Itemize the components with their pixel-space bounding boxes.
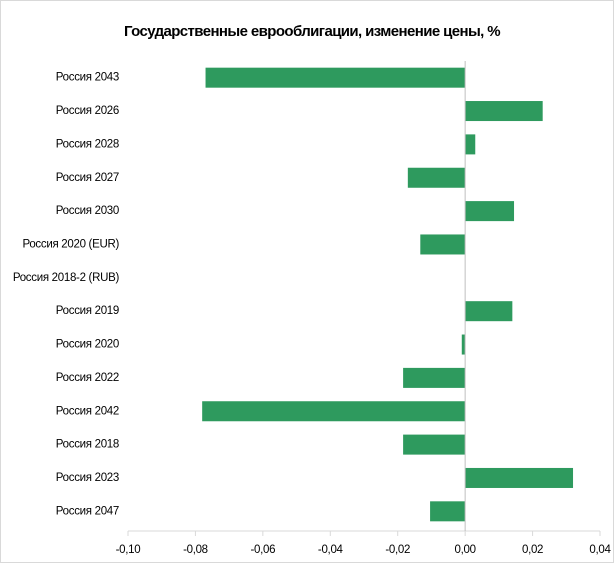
bar xyxy=(403,367,466,388)
bar xyxy=(465,201,515,222)
bar xyxy=(403,434,466,455)
y-tick-label: Россия 2018 xyxy=(56,439,119,451)
x-tick-label: -0,10 xyxy=(116,544,141,556)
x-tick-label: -0,06 xyxy=(250,544,275,556)
y-tick-label: Россия 2028 xyxy=(56,138,119,150)
bar xyxy=(465,467,574,488)
chart-title: Государственные еврооблигации, изменение… xyxy=(124,23,500,40)
x-tick-label: 0,00 xyxy=(455,544,476,556)
bar xyxy=(202,401,466,422)
bar xyxy=(407,167,466,188)
x-tick-label: -0,08 xyxy=(183,544,208,556)
y-tick-label: Россия 2027 xyxy=(56,172,119,184)
bar xyxy=(420,234,466,255)
bar xyxy=(465,101,543,122)
bar xyxy=(205,67,466,88)
x-tick-label: -0,02 xyxy=(385,544,410,556)
y-tick-label: Россия 2020 xyxy=(56,339,119,351)
bar xyxy=(430,501,466,522)
y-tick-label: Россия 2042 xyxy=(56,405,119,417)
bar xyxy=(465,134,476,155)
y-tick-label: Россия 2019 xyxy=(56,305,119,317)
x-tick-label: -0,04 xyxy=(318,544,344,556)
bar xyxy=(465,301,513,322)
y-tick-label: Россия 2020 (EUR) xyxy=(22,238,119,250)
y-tick-label: Россия 2030 xyxy=(56,205,119,217)
y-tick-label: Россия 2043 xyxy=(56,72,119,84)
y-tick-label: Россия 2023 xyxy=(56,472,119,484)
y-tick-label: Россия 2022 xyxy=(56,372,119,384)
x-tick-label: 0,04 xyxy=(589,544,611,556)
bar xyxy=(461,334,466,355)
y-tick-label: Россия 2018-2 (RUB) xyxy=(13,272,120,284)
y-tick-label: Россия 2047 xyxy=(56,505,119,517)
y-tick-label: Россия 2026 xyxy=(56,105,119,117)
x-tick-label: 0,02 xyxy=(522,544,543,556)
